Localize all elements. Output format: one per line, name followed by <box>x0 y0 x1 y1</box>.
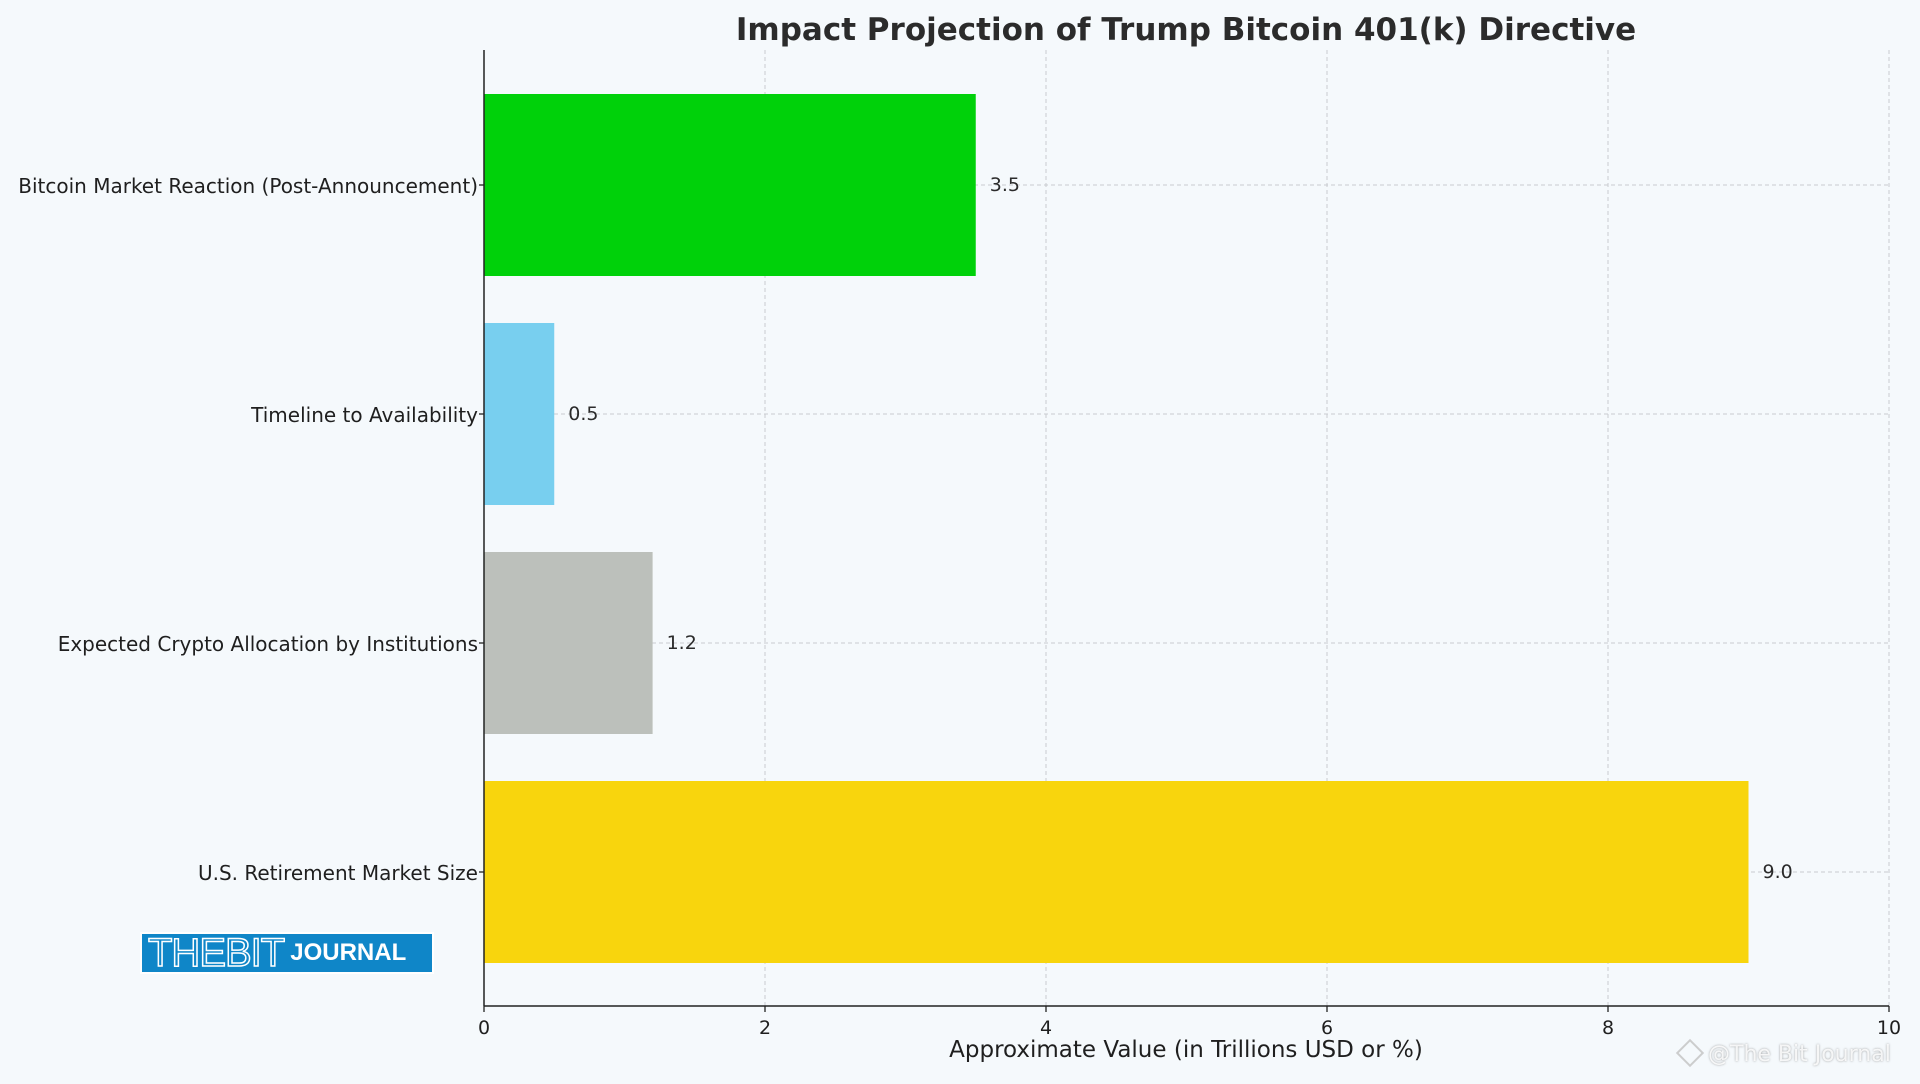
bar <box>484 781 1749 963</box>
x-tick-label: 4 <box>1040 1017 1052 1039</box>
bar <box>484 323 555 505</box>
category-label: Expected Crypto Allocation by Institutio… <box>58 632 478 656</box>
bar-value-label: 1.2 <box>667 632 697 654</box>
category-label: Bitcoin Market Reaction (Post-Announceme… <box>18 174 478 198</box>
category-labels: Bitcoin Market Reaction (Post-Announceme… <box>18 174 478 885</box>
logo-sub-text: JOURNAL <box>290 939 407 966</box>
category-label: Timeline to Availability <box>250 403 478 427</box>
logo-main-text: THEBIT <box>147 932 286 974</box>
bar-value-label: 3.5 <box>990 174 1020 196</box>
thebit-journal-logo: THEBIT JOURNAL <box>140 932 434 974</box>
x-axis-label: Approximate Value (in Trillions USD or %… <box>949 1037 1423 1063</box>
bar-value-label: 0.5 <box>568 403 598 425</box>
x-tick-label: 8 <box>1602 1017 1614 1039</box>
bar <box>484 94 976 276</box>
watermark-text: @The Bit Journal <box>1708 1042 1891 1067</box>
category-label: U.S. Retirement Market Size <box>198 861 478 885</box>
axes <box>479 50 1889 1007</box>
watermark: @The Bit Journal <box>1675 1038 1891 1068</box>
bar <box>484 552 653 734</box>
x-tick-label: 2 <box>759 1017 771 1039</box>
x-tick-label: 10 <box>1877 1017 1901 1039</box>
value-labels: 3.5 0.5 1.2 9.0 <box>568 174 1792 883</box>
bars <box>484 94 1749 963</box>
x-tick-label: 6 <box>1321 1017 1333 1039</box>
binance-square-icon <box>1675 1038 1705 1068</box>
x-tick-label: 0 <box>478 1017 490 1039</box>
bar-value-label: 9.0 <box>1763 861 1793 883</box>
x-ticks: 0 2 4 6 8 10 <box>478 1006 1901 1039</box>
chart-title: Impact Projection of Trump Bitcoin 401(k… <box>736 12 1636 48</box>
